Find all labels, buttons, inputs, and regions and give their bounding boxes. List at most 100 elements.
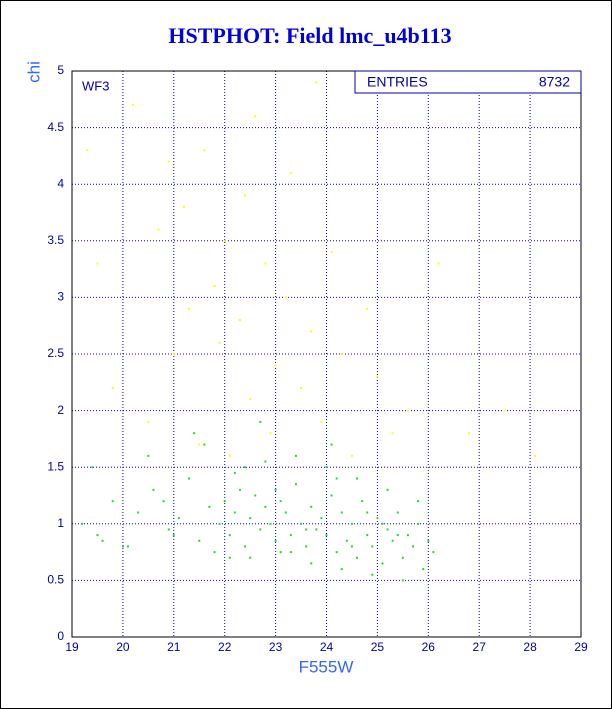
y-tick-label: 5 [57, 63, 64, 77]
point [193, 432, 196, 435]
point [218, 522, 221, 525]
point [274, 488, 277, 491]
point [371, 545, 374, 548]
point [228, 556, 231, 559]
point [289, 551, 292, 554]
stats-box [354, 70, 582, 94]
point [361, 500, 364, 503]
x-tick-label: 26 [422, 640, 436, 654]
x-tick-label: 25 [371, 640, 385, 654]
y-tick-label: 0.5 [47, 573, 64, 587]
point [228, 534, 231, 537]
chart-title: HSTPHOT: Field lmc_u4b113 [168, 23, 451, 48]
point [371, 573, 374, 576]
panel-label: WF3 [82, 78, 109, 93]
point [167, 160, 170, 163]
point [289, 171, 292, 174]
point [406, 409, 409, 412]
point [417, 522, 420, 525]
point [264, 262, 267, 265]
point [147, 454, 150, 457]
point [213, 551, 216, 554]
point [152, 488, 155, 491]
point [218, 341, 221, 344]
point [340, 568, 343, 571]
stats-label: ENTRIES [367, 74, 428, 90]
point [315, 528, 318, 531]
point [249, 556, 252, 559]
point [233, 471, 236, 474]
x-tick-label: 21 [167, 640, 181, 654]
point [350, 454, 353, 457]
y-tick-label: 4.5 [47, 120, 64, 134]
point [182, 205, 185, 208]
point [86, 149, 89, 152]
point [249, 517, 252, 520]
point [310, 562, 313, 565]
point [381, 562, 384, 565]
point [132, 103, 135, 106]
point [238, 488, 241, 491]
point [91, 466, 94, 469]
point [320, 420, 323, 423]
x-tick-label: 24 [320, 640, 334, 654]
point [244, 194, 247, 197]
point [223, 500, 226, 503]
point [376, 517, 379, 520]
point [325, 534, 328, 537]
point [172, 353, 175, 355]
point [274, 539, 277, 542]
point [356, 477, 359, 480]
point [305, 545, 308, 548]
point [279, 500, 282, 503]
point [300, 522, 303, 525]
point [162, 500, 165, 503]
point [172, 534, 175, 537]
point [422, 568, 425, 571]
point [401, 579, 404, 582]
point [534, 454, 537, 457]
point [437, 262, 440, 265]
point [238, 319, 241, 322]
point [294, 483, 297, 486]
point [101, 539, 104, 542]
stats-value: 8732 [539, 74, 570, 90]
x-tick-label: 23 [269, 640, 283, 654]
point [198, 443, 201, 446]
point [111, 386, 114, 389]
point [412, 545, 415, 548]
x-tick-label: 22 [218, 640, 232, 654]
point [126, 545, 129, 548]
point [432, 551, 435, 554]
point [244, 466, 247, 469]
point [325, 466, 328, 469]
point [259, 420, 262, 423]
point [396, 511, 399, 514]
x-tick-label: 19 [65, 640, 79, 654]
point [320, 517, 323, 520]
point [381, 522, 384, 525]
point [468, 432, 471, 435]
point [254, 115, 257, 118]
point [157, 228, 160, 231]
point [111, 500, 114, 503]
point [310, 505, 313, 508]
point [289, 534, 292, 537]
x-tick-label: 27 [473, 640, 487, 654]
point [203, 443, 206, 446]
y-tick-label: 4 [57, 176, 64, 190]
point [356, 556, 359, 559]
point [366, 511, 369, 514]
point [188, 307, 191, 310]
point [366, 534, 369, 537]
point [274, 364, 277, 367]
point [269, 432, 272, 435]
y-tick-label: 3.5 [47, 233, 64, 247]
y-tick-label: 2.5 [47, 346, 64, 360]
y-tick-label: 0 [57, 629, 64, 643]
point [244, 545, 247, 548]
point [340, 353, 343, 355]
point [396, 534, 399, 537]
point [264, 460, 267, 463]
